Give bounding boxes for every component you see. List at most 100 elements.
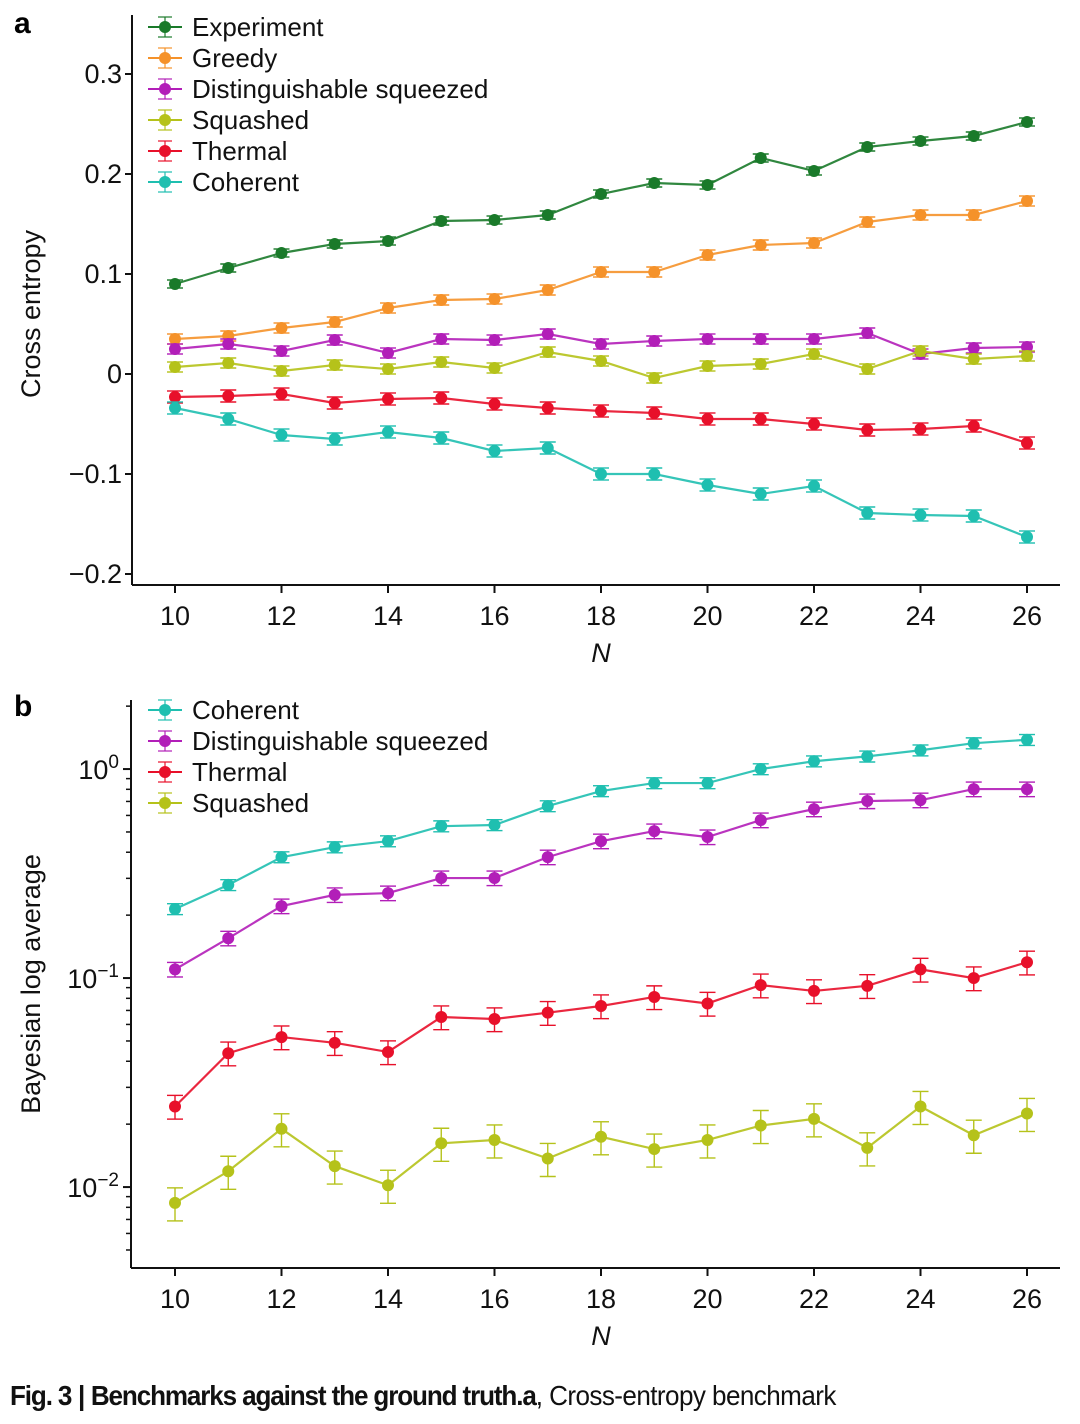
data-point: [1021, 783, 1033, 796]
data-point: [808, 418, 820, 430]
data-point: [648, 777, 661, 790]
data-point: [1021, 956, 1033, 969]
legend-label: Coherent: [192, 167, 300, 197]
series-thermal: [167, 387, 1035, 450]
data-point: [1021, 1107, 1033, 1120]
panel-letter: a: [14, 7, 31, 40]
data-point: [914, 423, 927, 435]
data-point: [382, 1045, 394, 1058]
legend-marker: [159, 145, 171, 157]
data-point: [541, 346, 554, 358]
data-point: [222, 413, 235, 425]
caption-text: , Cross-entropy benchmark: [535, 1380, 837, 1411]
legend-item-distinguishable-squeezed: Distinguishable squeezed: [148, 726, 488, 756]
data-point: [754, 413, 767, 425]
data-point: [382, 887, 394, 900]
x-tick-label: 16: [479, 601, 509, 631]
data-point: [967, 1129, 980, 1142]
data-point: [382, 302, 394, 314]
panel-b-bayesian-log-average-chart: b 10 12 14 16 18 20 22 24 26 N Bayesian log average…: [14, 690, 1060, 1351]
data-point: [328, 359, 341, 371]
y-tick-label: 0.3: [84, 59, 122, 89]
legend-item-thermal: Thermal: [148, 136, 287, 166]
data-point: [541, 442, 554, 454]
legend-marker: [159, 52, 171, 64]
data-point: [1021, 341, 1033, 353]
y-tick-label: 0: [107, 359, 122, 389]
data-point: [754, 358, 767, 370]
data-point: [914, 744, 927, 757]
data-point: [754, 488, 767, 500]
data-point: [967, 420, 980, 432]
data-point: [488, 214, 501, 226]
data-point: [382, 235, 394, 247]
panel-letter: b: [14, 690, 32, 723]
series-experiment: [167, 116, 1035, 290]
data-point: [861, 327, 874, 339]
data-point: [222, 357, 235, 369]
data-point: [595, 785, 607, 798]
y-tick-label: −0.2: [69, 559, 122, 589]
data-point: [275, 1122, 288, 1135]
data-point: [435, 333, 448, 345]
series-coherent: [167, 733, 1035, 916]
data-point: [275, 388, 288, 400]
data-point: [1021, 116, 1033, 128]
data-point: [648, 335, 661, 347]
data-point: [541, 402, 554, 414]
data-point: [328, 316, 341, 328]
data-point: [435, 294, 448, 306]
data-point: [488, 362, 501, 374]
data-point: [595, 355, 607, 367]
data-point: [648, 177, 661, 189]
legend-item-distinguishable-squeezed: Distinguishable squeezed: [148, 74, 488, 104]
series-line: [174, 120, 1028, 286]
x-tick-label: 24: [905, 601, 935, 631]
data-point: [222, 338, 235, 350]
data-point: [435, 1137, 448, 1150]
panel-a-cross-entropy-chart: a 10 12 14 16 18 20 22 24 26 N Cross entropy −0.2 −0.…: [14, 7, 1060, 668]
data-point: [435, 215, 448, 227]
data-point: [1021, 733, 1033, 746]
data-point: [541, 328, 554, 340]
caption-panel-ref: a: [522, 1380, 537, 1411]
x-tick-label: 22: [799, 1284, 829, 1314]
data-point: [754, 239, 767, 251]
data-point: [967, 783, 980, 796]
data-point: [328, 397, 341, 409]
legend-item-coherent: Coherent: [148, 167, 300, 197]
y-tick-label: 10−1: [67, 961, 119, 994]
data-point: [861, 363, 874, 375]
data-point: [754, 1119, 767, 1132]
data-point: [169, 343, 181, 355]
data-point: [808, 165, 820, 177]
y-axis-title: Cross entropy: [16, 229, 46, 398]
data-point: [488, 818, 501, 831]
data-point: [861, 424, 874, 436]
data-point: [701, 360, 714, 372]
data-point: [541, 851, 554, 864]
data-point: [648, 266, 661, 278]
data-point: [328, 334, 341, 346]
data-point: [754, 152, 767, 164]
data-point: [435, 820, 448, 833]
legend-item-squashed: Squashed: [148, 105, 309, 135]
data-point: [541, 1152, 554, 1165]
data-point: [808, 1112, 820, 1125]
caption-bold-title: Benchmarks against the ground truth.: [90, 1380, 524, 1411]
data-point: [328, 433, 341, 445]
data-point: [1021, 195, 1033, 207]
data-point: [701, 179, 714, 191]
data-point: [648, 1143, 661, 1156]
x-tick-label: 16: [479, 1284, 509, 1314]
data-point: [222, 1165, 235, 1178]
data-point: [328, 238, 341, 250]
data-point: [914, 209, 927, 221]
legend-label: Thermal: [192, 757, 287, 787]
data-point: [275, 322, 288, 334]
data-point: [595, 835, 607, 848]
data-point: [275, 365, 288, 377]
